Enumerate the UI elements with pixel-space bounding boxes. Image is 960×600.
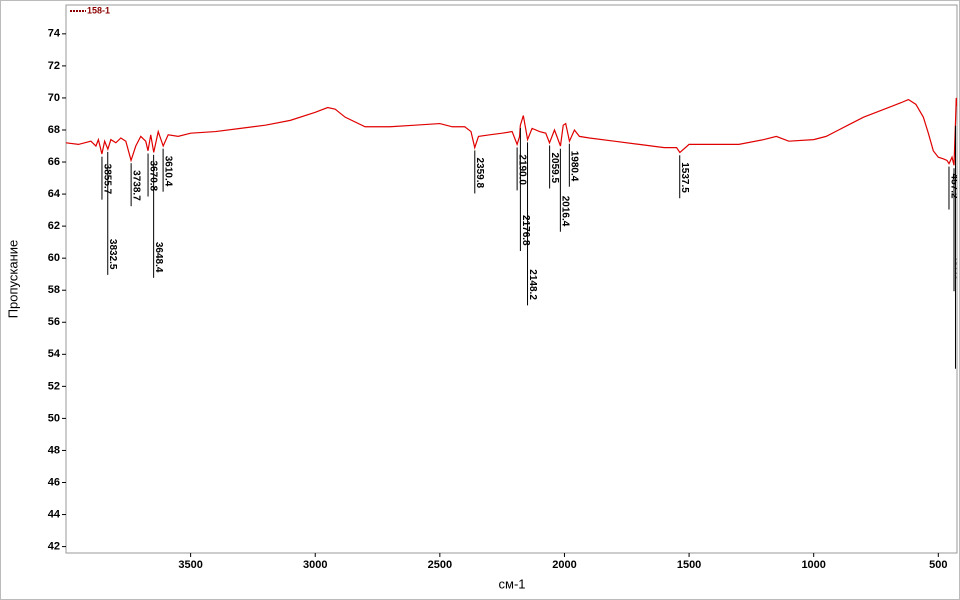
- plot-area: [65, 4, 958, 554]
- peak-label: 431.1: [955, 333, 960, 358]
- y-tick-label: 48: [48, 444, 60, 456]
- peak-label: 2016.4: [560, 196, 571, 227]
- peak-label: 2059.5: [549, 152, 560, 183]
- y-tick-label: 66: [48, 156, 60, 168]
- y-tick-label: 52: [48, 380, 60, 392]
- peak-label: 1980.4: [569, 151, 580, 182]
- y-tick-label: 46: [48, 476, 60, 488]
- y-tick-label: 60: [48, 252, 60, 264]
- peak-label: 3670.8: [147, 161, 158, 192]
- y-tick-label: 56: [48, 316, 60, 328]
- y-tick-label: 64: [48, 188, 61, 200]
- y-tick-label: 74: [48, 28, 61, 40]
- y-tick-label: 62: [48, 220, 60, 232]
- x-tick-label: 2000: [552, 559, 576, 571]
- peak-label: 457.2: [948, 174, 959, 199]
- peak-label: 2148.2: [527, 269, 538, 300]
- peak-label: 2359.8: [474, 157, 485, 188]
- y-tick-label: 44: [48, 508, 61, 520]
- peak-label: 1537.5: [679, 162, 690, 193]
- x-tick-label: 1000: [801, 559, 825, 571]
- peak-label: 2176.8: [520, 215, 531, 246]
- x-tick-label: 2500: [428, 559, 452, 571]
- plot-content: 3855.7 3832.5 3738.7 3670.8 3648.4 3610.4 2359…: [66, 97, 960, 369]
- x-tick-label: 500: [929, 559, 947, 571]
- y-tick-label: 70: [48, 92, 60, 104]
- peak-label: 2190.0: [516, 154, 527, 185]
- x-tick-label: 1500: [677, 559, 701, 571]
- x-tick-label: 3500: [178, 559, 202, 571]
- x-tick-label: 3000: [303, 559, 327, 571]
- y-tick-label: 58: [48, 284, 60, 296]
- peak-label: 3738.7: [130, 170, 141, 201]
- peak-label: 3832.5: [107, 239, 118, 270]
- legend-label: 158-1: [87, 5, 110, 15]
- y-tick-label: 68: [48, 124, 60, 136]
- x-axis-title: см-1: [499, 576, 526, 591]
- y-tick-label: 42: [48, 540, 60, 552]
- peak-label: 3648.4: [153, 242, 164, 273]
- peak-label: 3855.7: [101, 164, 112, 195]
- y-tick-label: 72: [48, 60, 60, 72]
- spectrum-line: [66, 97, 957, 166]
- y-tick-label: 50: [48, 412, 60, 424]
- peak-label: 3610.4: [162, 156, 173, 187]
- y-tick-label: 54: [48, 348, 61, 360]
- y-axis-title: Пропускание: [5, 240, 20, 319]
